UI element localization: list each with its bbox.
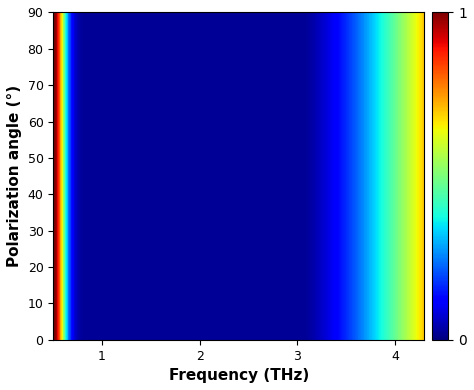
- Y-axis label: Polarization angle (°): Polarization angle (°): [7, 85, 22, 267]
- X-axis label: Frequency (THz): Frequency (THz): [169, 368, 309, 383]
